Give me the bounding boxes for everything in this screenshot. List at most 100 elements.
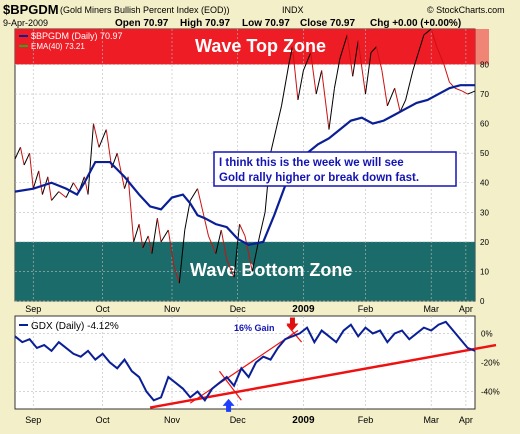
high-value: High 70.97: [180, 18, 230, 29]
gdx-x-tick: Oct: [96, 415, 111, 425]
short-trendline: [189, 330, 299, 404]
main-y-tick: 80: [480, 60, 489, 69]
main-x-tick: Feb: [358, 304, 374, 314]
main-x-tick: Mar: [423, 304, 439, 314]
bpgdm-segment: [29, 153, 34, 189]
bpgdm-segment: [87, 123, 94, 195]
main-y-tick: 60: [480, 120, 489, 129]
bpgdm-segment: [32, 170, 40, 189]
bpgdm-segment: [270, 129, 277, 154]
legend-bpgdm: $BPGDM (Daily) 70.97: [31, 31, 123, 41]
main-series: [14, 28, 476, 284]
bpgdm-segment: [443, 64, 450, 83]
bpgdm-segment: [23, 152, 31, 166]
gdx-x-tick: Dec: [230, 415, 247, 425]
bpgdm-segment: [72, 182, 80, 192]
chart-symbol: $BPGDM: [3, 2, 59, 17]
bpgdm-segment: [142, 235, 149, 248]
bpgdm-segment: [302, 52, 312, 71]
bpgdm-segment: [417, 34, 425, 53]
bpgdm-segment: [133, 223, 140, 243]
bpgdm-segment: [423, 28, 432, 36]
ema-line: [14, 84, 475, 246]
bpgdm-segment: [321, 70, 330, 130]
bpgdm-segment: [160, 229, 169, 243]
bpgdm-segment: [394, 88, 401, 112]
bpgdm-segment: [339, 34, 348, 59]
bpgdm-segment: [436, 46, 445, 65]
bpgdm-segment: [288, 46, 293, 65]
bpgdm-segment: [51, 191, 60, 201]
gdx-x-tick: Apr: [459, 415, 473, 425]
legend-ema: EMA(40) 73.21: [31, 42, 85, 51]
main-x-tick: Dec: [230, 304, 247, 314]
gdx-y-tick: -20%: [481, 359, 500, 368]
bpgdm-segment: [370, 46, 377, 53]
bpgdm-segment: [138, 224, 144, 248]
bpgdm-segment: [399, 99, 407, 112]
bpgdm-segment: [19, 147, 25, 166]
bpgdm-segment: [259, 212, 266, 237]
bpgdm-segment: [233, 224, 241, 278]
bpgdm-segment: [173, 265, 180, 284]
stockcharts-logo: © StockCharts.com: [427, 5, 505, 15]
bpgdm-segment: [281, 64, 290, 106]
bpgdm-segment: [328, 88, 335, 130]
bpgdm-segment: [184, 200, 191, 231]
main-y-axis: 0 10 20 30 40 50 60 70 80: [480, 60, 489, 306]
gdx-grid: [15, 316, 475, 409]
bpgdm-segment: [291, 46, 299, 101]
bpgdm-segment: [375, 46, 383, 71]
gdx-y-tick: 0%: [481, 329, 493, 338]
main-y-tick: 0: [480, 297, 485, 306]
main-x-tick: Sep: [25, 304, 41, 314]
bpgdm-segment: [156, 218, 162, 242]
main-y-tick: 30: [480, 208, 489, 217]
gdx-x-tick: Mar: [423, 415, 439, 425]
bpgdm-segment: [412, 52, 419, 71]
bpgdm-segment: [333, 58, 341, 89]
gdx-x-tick: Sep: [25, 415, 41, 425]
bpgdm-segment: [116, 153, 126, 189]
low-value: Low 70.97: [242, 18, 290, 29]
bpgdm-segment: [381, 70, 388, 106]
bpgdm-segment: [178, 229, 186, 284]
chart-name: (Gold Miners Bullish Percent Index (EOD)…: [60, 5, 230, 15]
gdx-y-tick: -40%: [481, 388, 500, 397]
bpgdm-segment: [47, 176, 53, 201]
gdx-arrows: [222, 317, 299, 412]
break-mark-2: [286, 324, 303, 343]
bpgdm-segment: [220, 229, 228, 260]
main-y-tick: 50: [480, 149, 489, 158]
gdx-y-axis: 0% -20% -40%: [481, 329, 500, 396]
bpgdm-segment: [239, 223, 246, 237]
bpgdm-segment: [405, 70, 414, 101]
bpgdm-segment: [310, 52, 317, 95]
up-arrow-icon: [222, 398, 235, 412]
main-x-axis: Sep Oct Nov Dec 2009 Feb Mar Apr: [25, 304, 473, 315]
bpgdm-segment: [386, 87, 396, 107]
wave-top-zone-label: Wave Top Zone: [195, 36, 326, 56]
bpgdm-segment: [315, 70, 323, 95]
bpgdm-segment: [275, 105, 282, 130]
bpgdm-segment: [467, 90, 476, 95]
annotation-line-2: Gold rally higher or break down fast.: [219, 172, 419, 184]
main-x-tick: 2009: [292, 304, 315, 315]
main-y-tick: 20: [480, 238, 489, 247]
bpgdm-segment: [352, 40, 359, 77]
change-value: Chg +0.00 (+0.00%): [370, 18, 461, 29]
wave-bottom-zone-label: Wave Bottom Zone: [190, 260, 352, 280]
main-x-tick: Apr: [459, 304, 473, 314]
annotation-box: [213, 151, 457, 187]
gdx-series: [14, 320, 476, 402]
wave-top-zone-axis-tint: [475, 29, 489, 65]
bpgdm-segment: [147, 235, 153, 254]
break-mark-1: [218, 370, 242, 401]
bpgdm-segment: [430, 28, 438, 47]
gdx-x-axis: Sep Oct Nov Dec 2009 Feb Mar Apr: [25, 415, 473, 426]
bpgdm-segment: [189, 188, 198, 201]
bpgdm-segment: [364, 52, 372, 95]
gain-annotation: 16% Gain: [234, 323, 275, 333]
